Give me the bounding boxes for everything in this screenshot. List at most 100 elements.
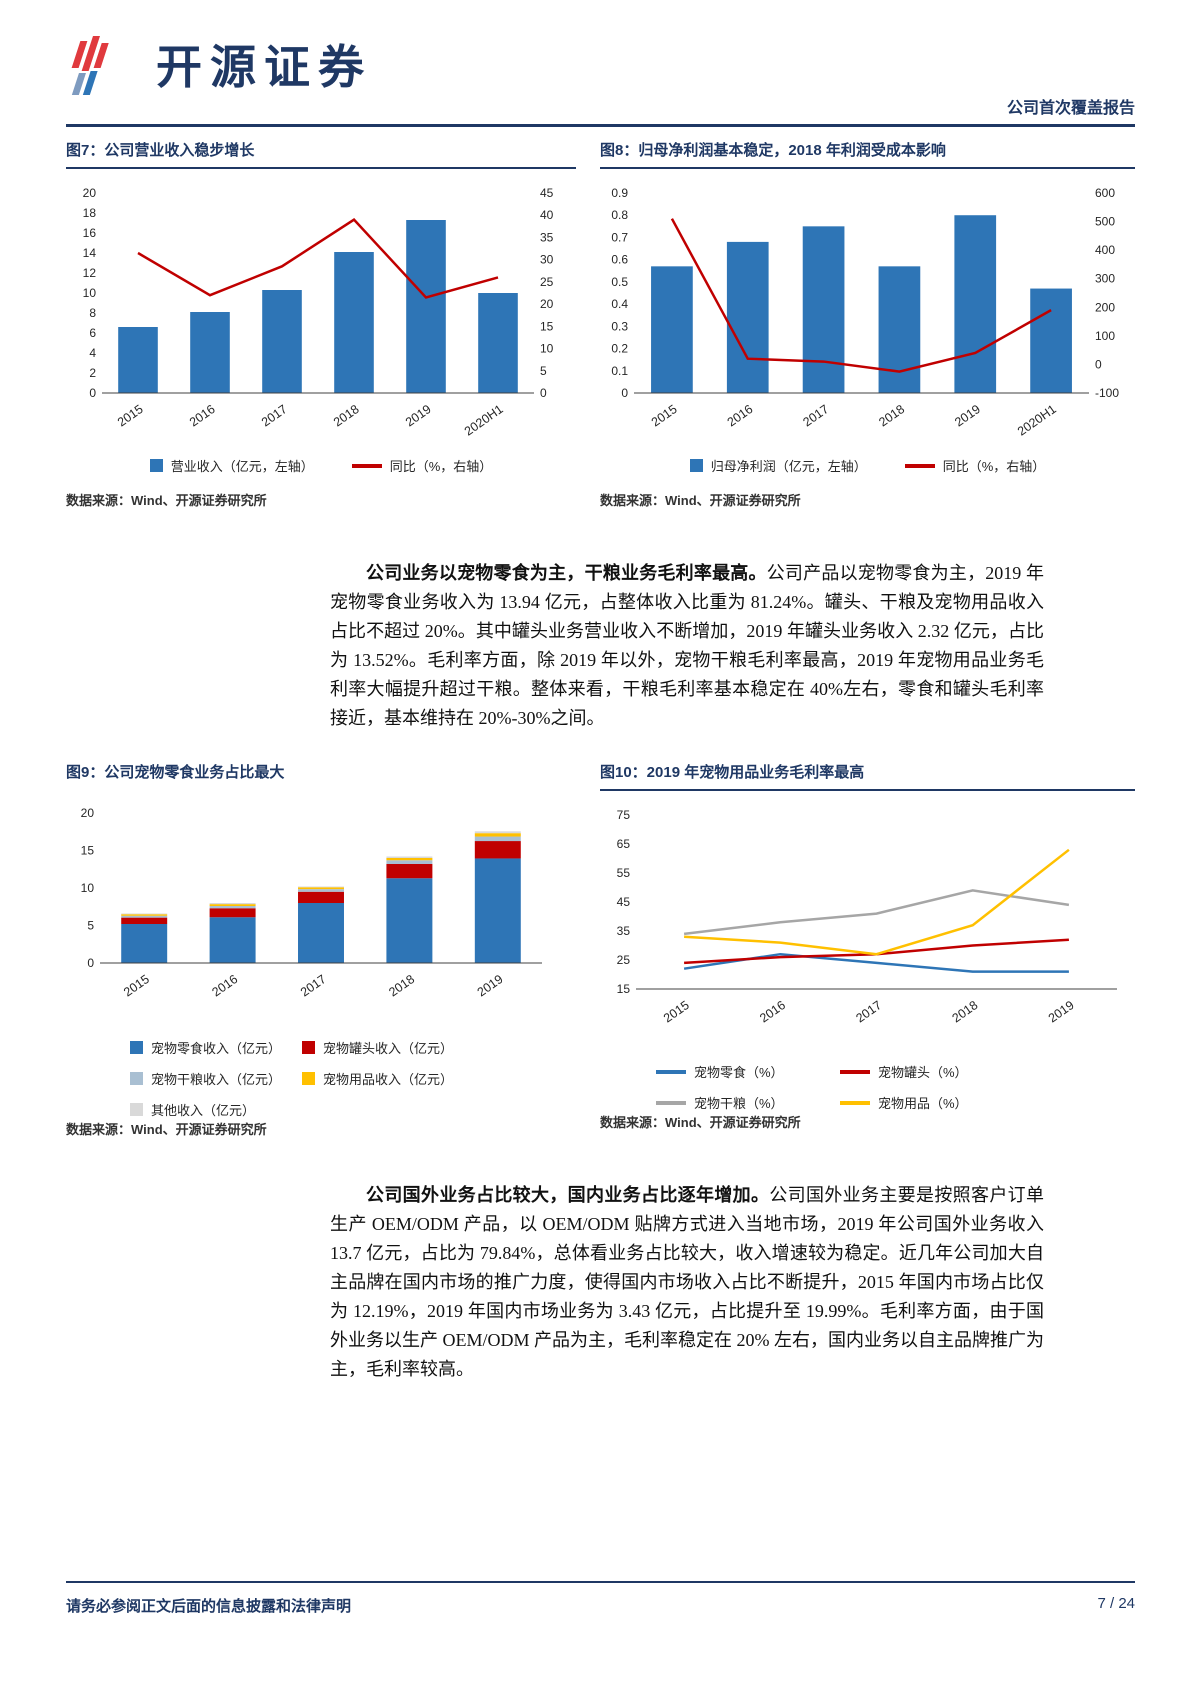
svg-text:10: 10 [81,881,95,895]
svg-text:8: 8 [89,306,96,320]
legend-item: 宠物罐头（%） [840,1062,1135,1081]
svg-text:2015: 2015 [121,972,152,999]
svg-text:25: 25 [617,953,631,967]
figure10-chart: 15 25 35 45 55 65 75 2015 2016 2017 2018 2019 宠物零食（%… [600,808,1135,1112]
legend-square-swatch [302,1041,315,1054]
fig8-plot: 0 0.1 0.2 0.3 0.4 0.5 0.6 0.7 0.8 0.9 -100 0 100 200 3… [611,186,1119,439]
svg-text:2016: 2016 [210,972,241,999]
svg-text:-100: -100 [1095,386,1119,400]
figure7-source: 数据来源：Wind、开源证券研究所 [66,493,267,508]
figure8: 图8：归母净利润基本稳定，2018 年利润受成本影响 0 0.1 0.2 0.3 0.4… [600,141,1135,509]
figure8-title-rule [600,167,1135,169]
svg-text:0.2: 0.2 [611,342,628,356]
footer-rule [66,1581,1135,1583]
legend-item: 宠物干粮（%） [656,1093,840,1112]
paragraph-overseas-business-text: 公司国外业务主要是按照客户订单生产 OEM/ODM 产品，以 OEM/ODM 贴… [330,1185,1045,1379]
svg-text:45: 45 [540,187,554,200]
svg-text:100: 100 [1095,329,1115,343]
paragraph-overseas-business: 公司国外业务占比较大，国内业务占比逐年增加。公司国外业务主要是按照客户订单生产 … [330,1181,1044,1384]
svg-text:2019: 2019 [952,402,983,429]
svg-text:2019: 2019 [475,972,506,999]
chart-legend: 归母净利润（亿元，左轴） 同比（%，右轴） [600,456,1135,475]
svg-text:16: 16 [83,226,97,240]
figure10-source: 数据来源：Wind、开源证券研究所 [600,1115,801,1130]
svg-text:2020H1: 2020H1 [462,402,506,439]
svg-text:2018: 2018 [386,972,417,999]
svg-text:2018: 2018 [876,402,907,429]
svg-text:45: 45 [617,895,631,909]
legend-line-swatch [904,463,935,468]
figure7-chart: 0 2 4 6 8 10 12 14 16 18 20 0 5 10 15 20 25 30 35 40 45 2015 2… [66,186,576,475]
svg-text:2017: 2017 [853,998,884,1025]
paragraph-business-mix-text: 公司产品以宠物零食为主，2019 年宠物零食业务收入为 13.94 亿元，占整体… [330,563,1045,728]
svg-text:75: 75 [617,809,631,822]
figure9-chart: 0 5 10 15 20 2015 2016 2017 2018 2019 宠物零食收入（亿元） 宠物… [66,806,576,1119]
brand-lockup: 开源证券 [66,36,1135,98]
figure10-title: 图10：2019 年宠物用品业务毛利率最高 [600,764,865,781]
legend-label: 宠物零食收入（亿元） [151,1041,282,1056]
svg-text:12: 12 [83,266,97,280]
svg-text:20: 20 [81,807,95,820]
chart-legend: 营业收入（亿元，左轴） 同比（%，右轴） [66,456,576,475]
legend-label: 其他收入（亿元） [151,1103,256,1118]
svg-text:0.3: 0.3 [611,319,628,333]
legend-square-swatch [130,1041,143,1054]
svg-text:0: 0 [540,386,547,400]
svg-text:2: 2 [89,366,96,380]
svg-text:2019: 2019 [403,402,434,429]
svg-text:300: 300 [1095,272,1115,286]
svg-text:0: 0 [89,386,96,400]
figure7-title: 图7：公司营业收入稳步增长 [66,142,255,159]
svg-text:14: 14 [83,246,97,260]
svg-text:2019: 2019 [1046,998,1077,1025]
kaiyuan-logo-icon [71,36,109,95]
svg-text:40: 40 [540,208,554,222]
svg-text:65: 65 [617,837,631,851]
legend-item: 同比（%，右轴） [904,456,1046,475]
legend-square-swatch [130,1103,143,1116]
svg-text:2017: 2017 [298,972,329,999]
legend-line-swatch [656,1069,686,1074]
svg-text:0: 0 [1095,357,1102,371]
legend-label: 宠物罐头收入（亿元） [323,1041,454,1056]
legend-item: 宠物用品收入（亿元） [302,1069,576,1088]
chart-legend: 宠物零食收入（亿元） 宠物罐头收入（亿元） 宠物干粮收入（亿元） 宠物用品收入（亿元）… [66,1038,576,1119]
legend-item: 宠物干粮收入（亿元） [130,1069,302,1088]
figure-row-1: 图7：公司营业收入稳步增长 0 2 4 6 8 10 12 14 16 18 20 0 5 10 15 20 2… [66,141,1135,509]
legend-label: 宠物用品收入（亿元） [323,1072,454,1087]
svg-text:2018: 2018 [331,402,362,429]
svg-text:25: 25 [540,275,554,289]
svg-text:6: 6 [89,326,96,340]
svg-text:600: 600 [1095,187,1115,200]
legend-label: 同比（%，右轴） [389,459,493,474]
legend-square-swatch [689,459,703,472]
svg-text:2016: 2016 [725,402,756,429]
legend-square-swatch [302,1072,315,1085]
svg-text:0.9: 0.9 [611,187,628,200]
legend-line-swatch [656,1100,686,1105]
legend-label: 宠物零食（%） [694,1065,784,1080]
svg-text:2016: 2016 [187,402,218,429]
legend-label: 宠物干粮（%） [694,1096,784,1111]
svg-text:30: 30 [540,253,554,267]
report-type-label: 公司首次覆盖报告 [1006,100,1135,117]
figure9: 图9：公司宠物零食业务占比最大 0 5 10 15 20 2015 2016 2017 2018… [66,763,576,1137]
svg-text:0.6: 0.6 [611,253,628,267]
svg-text:20: 20 [83,187,97,200]
svg-text:0.8: 0.8 [611,208,628,222]
fig9-plot: 0 5 10 15 20 2015 2016 2017 2018 2019 [81,806,542,999]
chart-legend: 宠物零食（%） 宠物罐头（%） 宠物干粮（%） 宠物用品（%） [600,1062,1135,1112]
legend-item: 同比（%，右轴） [351,456,493,475]
paragraph-business-mix: 公司业务以宠物零食为主，干粮业务毛利率最高。公司产品以宠物零食为主，2019 年… [330,559,1044,733]
svg-text:5: 5 [540,364,547,378]
svg-text:55: 55 [617,866,631,880]
legend-line-swatch [840,1100,870,1105]
legend-label: 同比（%，右轴） [942,459,1046,474]
svg-text:400: 400 [1095,243,1115,257]
figure9-source: 数据来源：Wind、开源证券研究所 [66,1122,267,1137]
svg-text:0.5: 0.5 [611,275,628,289]
svg-text:35: 35 [540,230,554,244]
svg-text:0.7: 0.7 [611,230,628,244]
svg-text:2015: 2015 [661,998,692,1025]
svg-text:200: 200 [1095,300,1115,314]
